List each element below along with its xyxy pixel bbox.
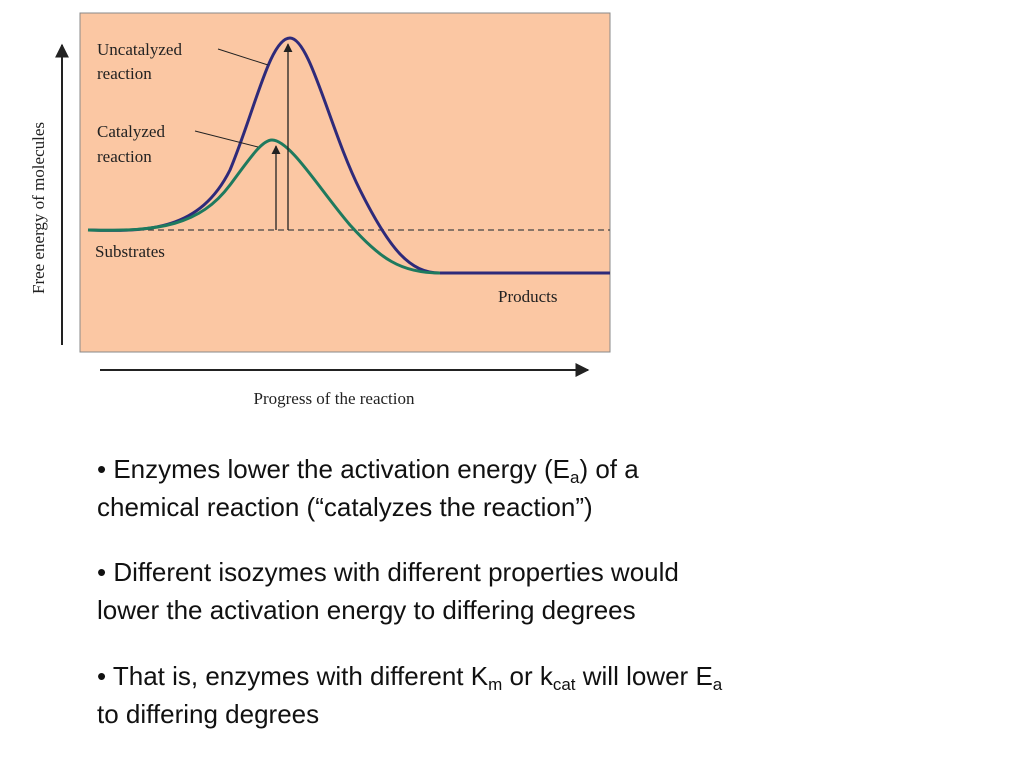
- text: • Different isozymes with different prop…: [97, 557, 679, 587]
- bullet: • Enzymes lower the activation energy (E…: [97, 450, 997, 526]
- text: will lower E: [575, 661, 713, 691]
- label: Catalyzed: [97, 122, 165, 141]
- text: • That is, enzymes with different K: [97, 661, 489, 691]
- energy-diagram: Uncatalyzed reaction Catalyzed reaction …: [29, 12, 611, 408]
- text: lower the activation energy to differing…: [97, 595, 636, 625]
- text: ) of a: [579, 454, 639, 484]
- y-axis-label: Free energy of molecules: [29, 122, 48, 294]
- leader-line: [217, 48, 269, 66]
- catalyzed-curve: [87, 138, 441, 275]
- text: chemical reaction (“catalyzes the reacti…: [97, 492, 593, 522]
- label: reaction: [97, 147, 152, 166]
- plot-background: [79, 12, 611, 353]
- text: • Enzymes lower the activation energy (E: [97, 454, 570, 484]
- bullet: • Different isozymes with different prop…: [97, 553, 997, 629]
- label: Substrates: [95, 242, 165, 261]
- text: to differing degrees: [97, 699, 320, 729]
- label: Products: [498, 287, 558, 306]
- uncatalyzed-curve: [87, 36, 610, 275]
- bullet: • That is, enzymes with different Km or …: [97, 657, 997, 733]
- label: reaction: [97, 64, 152, 83]
- label: Uncatalyzed: [97, 40, 182, 59]
- x-axis-label: Progress of the reaction: [254, 389, 415, 408]
- leader-line: [194, 130, 259, 148]
- text: or k: [502, 661, 553, 691]
- subscript: cat: [552, 675, 576, 694]
- subscript: m: [488, 675, 503, 694]
- subscript: a: [712, 675, 723, 694]
- subscript: a: [569, 468, 580, 487]
